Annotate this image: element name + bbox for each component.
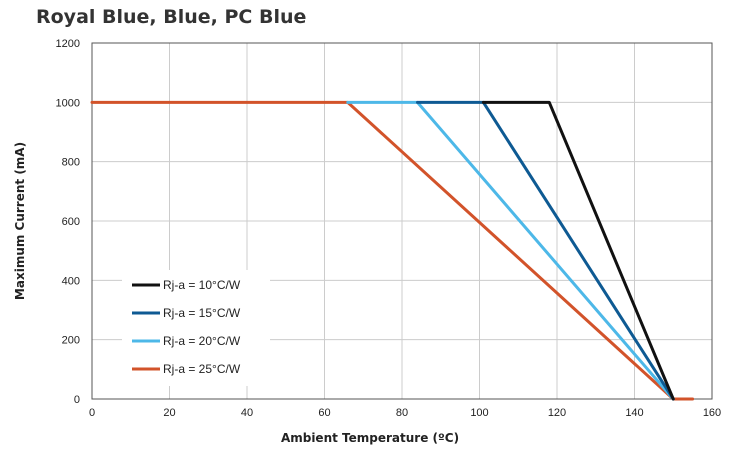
x-tick-label: 140	[625, 407, 643, 419]
x-tick-labels: 0 20 40 60 80 100 120 140 160	[89, 407, 721, 419]
y-tick-labels: 0 200 400 600 800 1000 1200	[56, 38, 80, 406]
y-tick-label: 1000	[56, 97, 80, 109]
series-line-4	[481, 100, 675, 401]
x-tick-label: 80	[396, 407, 408, 419]
y-tick-label: 600	[62, 216, 80, 228]
legend-label: Rj-a = 25°C/W	[163, 362, 241, 376]
y-tick-label: 800	[62, 157, 80, 169]
x-tick-label: 60	[318, 407, 330, 419]
legend: Rj-a = 10°C/W Rj-a = 15°C/W Rj-a = 20°C/W R…	[122, 270, 270, 386]
series-line-1	[90, 100, 695, 401]
y-tick-label: 1200	[56, 38, 80, 50]
legend-label: Rj-a = 20°C/W	[163, 334, 241, 348]
y-tick-label: 200	[62, 335, 80, 347]
legend-label: Rj-a = 10°C/W	[163, 278, 241, 292]
x-tick-label: 120	[548, 407, 566, 419]
x-tick-label: 20	[163, 407, 175, 419]
y-tick-label: 0	[74, 394, 80, 406]
legend-label: Rj-a = 15°C/W	[163, 306, 241, 320]
series-lines	[90, 100, 695, 401]
chart-title: Royal Blue, Blue, PC Blue	[36, 6, 307, 28]
plot-area	[91, 42, 713, 400]
legend-background	[122, 270, 270, 386]
x-tick-label: 160	[703, 407, 721, 419]
x-tick-label: 0	[89, 407, 95, 419]
x-tick-label: 40	[241, 407, 253, 419]
y-axis-label: Maximum Current (mA)	[13, 142, 27, 300]
x-axis-label: Ambient Temperature (ºC)	[281, 431, 459, 445]
x-tick-label: 100	[470, 407, 488, 419]
y-tick-label: 400	[62, 275, 80, 287]
